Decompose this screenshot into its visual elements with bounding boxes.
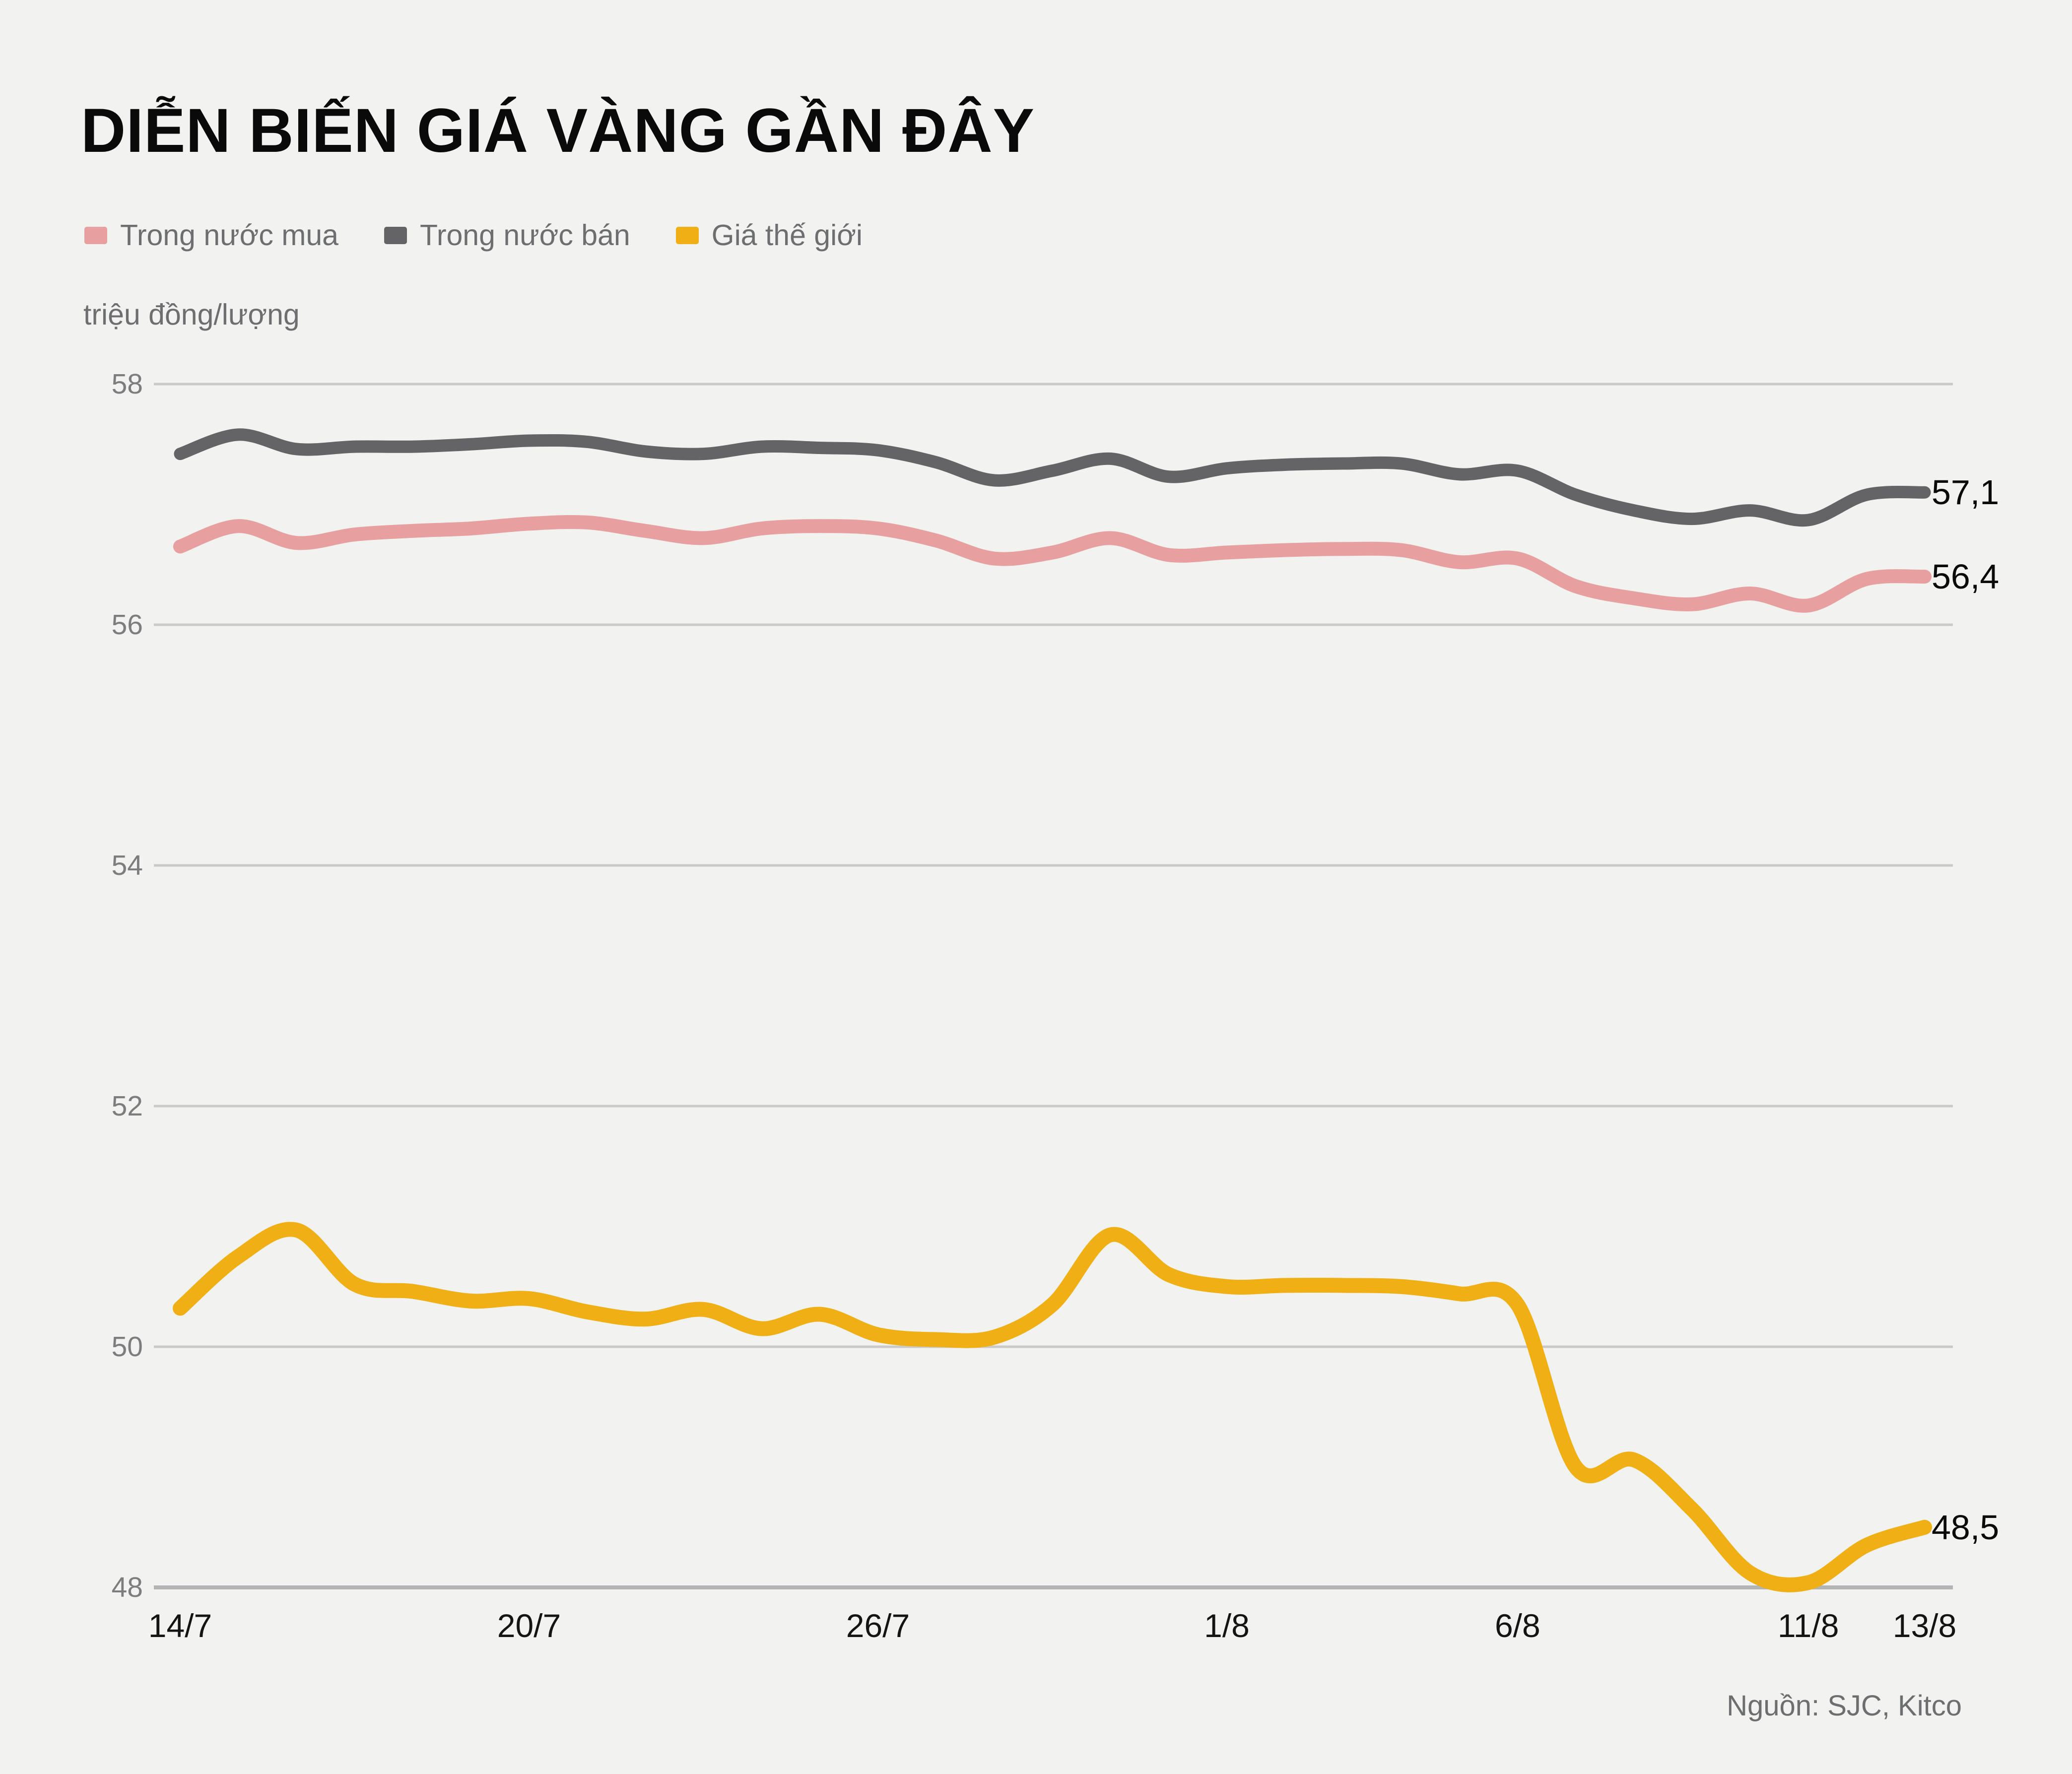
page-title: DIỄN BIẾN GIÁ VÀNG GẦN ĐÂY — [81, 96, 1035, 165]
end-value-label-trong-nuoc-ban: 57,1 — [1932, 473, 2000, 512]
line-gia-the-gioi — [173, 1222, 1932, 1592]
x-axis-label-11-8: 11/8 — [1777, 1607, 1839, 1644]
y-axis-label-56: 56 — [111, 609, 143, 641]
x-axis-label-6-8: 6/8 — [1494, 1607, 1540, 1644]
end-value-label-gia-the-gioi: 48,5 — [1932, 1508, 2000, 1547]
x-axis-label-26-7: 26/7 — [846, 1607, 910, 1644]
legend-item-trong-nuoc-mua: Trong nước mua — [84, 218, 338, 252]
legend-item-trong-nuoc-ban: Trong nước bán — [384, 218, 630, 252]
y-axis-unit-label: triệu đồng/lượng — [83, 298, 300, 331]
line-trong-nuoc-mua — [173, 515, 1932, 613]
x-axis-label-13-8: 13/8 — [1892, 1607, 1957, 1644]
legend-label-gia-the-gioi: Giá thế giới — [711, 219, 863, 252]
legend-label-trong-nuoc-mua: Trong nước mua — [120, 219, 338, 252]
x-axis-label-14-7: 14/7 — [148, 1607, 212, 1644]
line-trong-nuoc-ban — [174, 428, 1931, 527]
y-axis-label-58: 58 — [111, 368, 143, 400]
legend-swatch-trong-nuoc-mua — [84, 226, 107, 244]
x-axis-label-20-7: 20/7 — [497, 1607, 561, 1644]
y-axis-label-52: 52 — [111, 1090, 143, 1122]
legend-swatch-trong-nuoc-ban — [384, 226, 407, 244]
legend: Trong nước mua Trong nước bán Giá thế gi… — [84, 218, 863, 252]
legend-item-gia-the-gioi: Giá thế giới — [675, 218, 863, 252]
y-axis-label-54: 54 — [111, 850, 143, 881]
y-axis-label-50: 50 — [111, 1331, 143, 1363]
legend-label-trong-nuoc-ban: Trong nước bán — [420, 219, 630, 252]
source-label: Nguồn: SJC, Kitco — [1727, 1690, 1962, 1722]
y-axis-label-48: 48 — [111, 1572, 143, 1603]
legend-swatch-gia-the-gioi — [675, 226, 699, 244]
x-axis-label-1-8: 1/8 — [1204, 1607, 1250, 1644]
end-value-label-trong-nuoc-mua: 56,4 — [1932, 557, 2000, 596]
